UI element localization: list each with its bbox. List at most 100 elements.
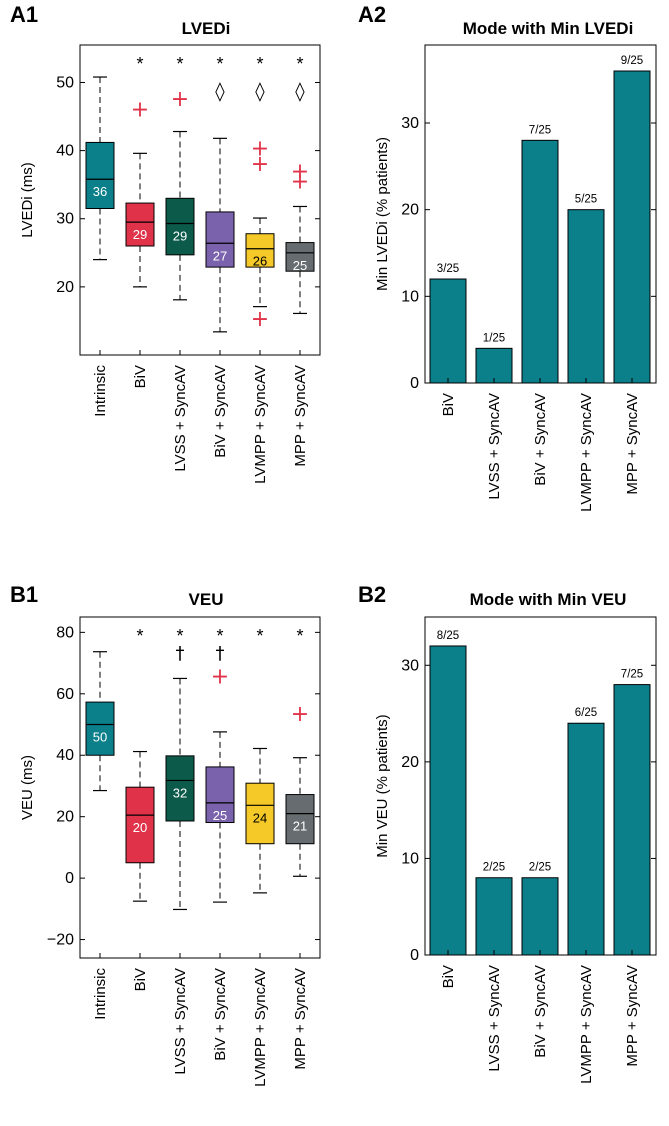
y-tick-label-A1: 40	[56, 143, 74, 160]
dagger-marker: †	[176, 643, 185, 664]
chart-title-a2: Mode with Min LVEDi	[463, 19, 634, 38]
x-tick-label-A2: LVSS + SyncAV	[486, 393, 503, 500]
median-label: 24	[253, 810, 267, 825]
dagger-marker: †	[216, 643, 225, 664]
bar	[429, 278, 467, 384]
significance-marker: *	[136, 54, 143, 74]
extreme-marker: ◊	[255, 81, 265, 103]
outlier-marker: +	[251, 307, 269, 332]
box	[85, 141, 115, 210]
box	[205, 211, 235, 268]
y-axis-label-A1: LVEDi (ms)	[19, 162, 36, 238]
x-tick-label-A2: BiV	[440, 393, 457, 416]
median-label: 29	[133, 227, 147, 242]
bar	[429, 645, 467, 956]
bar	[521, 139, 559, 384]
bar-data-label: 7/25	[529, 124, 551, 136]
x-tick-label-A1: BiV + SyncAV	[212, 365, 229, 458]
bar	[613, 70, 651, 384]
box	[245, 782, 275, 845]
bar	[567, 209, 605, 384]
bar-data-label: 3/25	[437, 263, 459, 275]
plot-frame-A1	[79, 44, 321, 356]
x-tick-label-A2: LVMPP + SyncAV	[578, 393, 595, 512]
y-tick-label-B2: 10	[401, 850, 419, 867]
panel-letter-b1: B1	[10, 582, 38, 607]
outlier-marker: +	[291, 169, 309, 194]
median-label: 27	[213, 248, 227, 263]
x-tick-label-B1: MPP + SyncAV	[292, 968, 309, 1070]
chart-title-a1: LVEDi	[182, 19, 231, 38]
box	[205, 766, 235, 824]
x-tick-label-B1: Intrinsic	[92, 968, 109, 1020]
y-tick-label-B1: 20	[56, 809, 74, 826]
panel-letter-a2: A2	[358, 2, 386, 27]
outlier-marker: +	[211, 664, 229, 689]
extreme-marker: ◊	[295, 81, 305, 103]
median-label: 32	[173, 785, 187, 800]
panel-letter-a1: A1	[10, 2, 38, 27]
y-tick-label-A2: 10	[401, 288, 419, 305]
box	[165, 755, 195, 822]
bar-data-label: 7/25	[621, 669, 643, 681]
box	[285, 794, 315, 845]
chart-title-b1: VEU	[189, 590, 224, 609]
x-tick-label-B2: BiV + SyncAV	[532, 965, 549, 1058]
bar	[613, 684, 651, 956]
bar-data-label: 9/25	[621, 55, 643, 67]
y-axis-label-A2: Min LVEDi (% patients)	[374, 137, 391, 291]
y-tick-label-A1: 50	[56, 74, 74, 91]
x-tick-label-B2: LVMPP + SyncAV	[578, 965, 595, 1084]
bar	[567, 722, 605, 956]
median-label: 26	[253, 254, 267, 269]
outlier-marker: +	[291, 160, 309, 185]
y-tick-label-B1: −20	[47, 932, 74, 949]
bar	[475, 877, 513, 956]
plot-frame-B1	[79, 616, 321, 959]
x-tick-label-A1: MPP + SyncAV	[292, 365, 309, 467]
significance-marker: *	[296, 54, 303, 74]
y-tick-label-B1: 40	[56, 747, 74, 764]
box	[285, 242, 315, 272]
median-label: 50	[93, 730, 107, 745]
y-tick-label-B2: 30	[401, 657, 419, 674]
outlier-marker: +	[131, 98, 149, 123]
x-tick-label-A1: LVSS + SyncAV	[172, 365, 189, 472]
outlier-marker: +	[251, 152, 269, 177]
bar-data-label: 8/25	[437, 630, 459, 642]
bar-data-label: 6/25	[575, 707, 597, 719]
median-label: 29	[173, 229, 187, 244]
outlier-marker: +	[171, 87, 189, 112]
significance-marker: *	[136, 626, 143, 646]
box	[85, 701, 115, 756]
box	[125, 202, 155, 247]
bar-data-label: 1/25	[483, 332, 505, 344]
bar-data-label: 2/25	[483, 862, 505, 874]
median-label: 20	[133, 820, 147, 835]
significance-marker: *	[256, 54, 263, 74]
x-tick-label-A1: Intrinsic	[92, 365, 109, 417]
y-tick-label-A2: 30	[401, 115, 419, 132]
significance-marker: *	[216, 54, 223, 74]
y-tick-label-A1: 20	[56, 279, 74, 296]
x-tick-label-A2: MPP + SyncAV	[624, 393, 641, 495]
x-tick-label-B1: BiV + SyncAV	[212, 968, 229, 1061]
median-label: 36	[93, 184, 107, 199]
outlier-marker: +	[291, 702, 309, 727]
y-tick-label-B1: 80	[56, 624, 74, 641]
median-label: 25	[293, 258, 307, 273]
significance-marker: *	[256, 626, 263, 646]
x-tick-label-A2: BiV + SyncAV	[532, 393, 549, 486]
y-tick-label-A2: 20	[401, 202, 419, 219]
x-tick-label-B1: LVMPP + SyncAV	[252, 968, 269, 1087]
chart-title-b2: Mode with Min VEU	[470, 590, 627, 609]
significance-marker: *	[296, 626, 303, 646]
bar-data-label: 2/25	[529, 862, 551, 874]
extreme-marker: ◊	[215, 81, 225, 103]
y-axis-label-B2: Min VEU (% patients)	[374, 714, 391, 857]
y-axis-label-B1: VEU (ms)	[19, 755, 36, 820]
y-tick-label-B2: 0	[410, 947, 419, 964]
y-tick-label-B2: 20	[401, 754, 419, 771]
x-tick-label-B2: MPP + SyncAV	[624, 965, 641, 1067]
